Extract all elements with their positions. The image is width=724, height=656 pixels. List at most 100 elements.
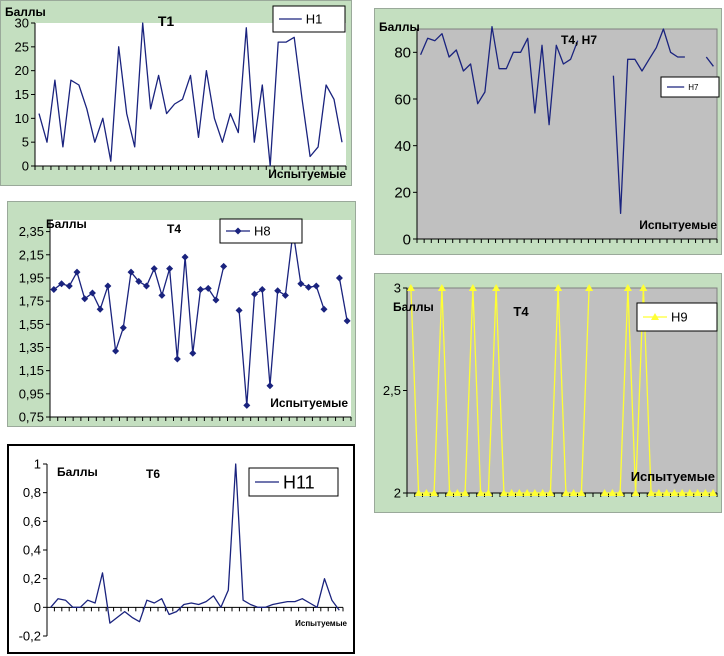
y-tick-label: 30 xyxy=(15,16,29,31)
plot-area xyxy=(35,23,346,166)
data-point xyxy=(476,489,485,496)
data-point xyxy=(639,284,648,291)
data-point xyxy=(546,489,555,496)
y-tick-label: 0 xyxy=(403,231,411,248)
y-tick-label: 1,95 xyxy=(19,270,44,285)
data-point xyxy=(507,489,516,496)
y-axis-title: Баллы xyxy=(379,20,420,34)
data-point xyxy=(88,289,96,297)
data-point xyxy=(142,282,150,290)
y-tick-label: 0,4 xyxy=(23,543,41,558)
y-tick-label: 60 xyxy=(394,91,411,108)
legend-label: Н11 xyxy=(283,472,315,492)
y-tick-label: 0,75 xyxy=(19,410,44,425)
data-point xyxy=(685,489,694,496)
data-point xyxy=(150,265,158,273)
series-line xyxy=(612,28,685,214)
y-tick-label: 1,55 xyxy=(19,317,44,332)
y-tick-label: 3 xyxy=(394,281,401,296)
data-point xyxy=(515,489,524,496)
data-point xyxy=(58,280,66,288)
legend-label: Н7 xyxy=(688,83,699,92)
y-tick-label: 2,15 xyxy=(19,247,44,262)
data-point xyxy=(166,265,174,273)
data-point xyxy=(158,291,166,299)
series-line xyxy=(410,287,590,494)
chart-title: T4 xyxy=(513,304,529,319)
x-axis-title: Испытуемые xyxy=(639,218,717,232)
data-point xyxy=(616,489,625,496)
data-point xyxy=(73,268,81,276)
data-point xyxy=(112,347,120,355)
data-point xyxy=(65,282,73,290)
series-line xyxy=(420,26,579,126)
series-0 xyxy=(406,284,718,496)
y-tick-label: 0,6 xyxy=(23,514,41,529)
data-point xyxy=(197,286,204,294)
chart-title: T4 xyxy=(167,222,181,236)
x-axis-title: Испытуемые xyxy=(295,619,347,628)
data-point xyxy=(297,280,305,288)
x-axis-title: Испытуемые xyxy=(631,469,715,484)
data-point xyxy=(96,305,104,313)
y-tick-label: 10 xyxy=(15,111,29,126)
data-point xyxy=(305,283,313,291)
chart-panel-t4-h8: 0,75 0,95 1,15 1,35 1,55 1,75 1,95 2,15 2,35 Балл… xyxy=(7,201,356,427)
y-tick-label: 2,5 xyxy=(383,383,401,398)
chart-svg: 2 2,5 3 Баллы T4 Испытуемые Н9 xyxy=(383,281,718,501)
series-0 xyxy=(50,228,351,409)
data-point xyxy=(693,489,702,496)
y-tick-label: 1,35 xyxy=(19,340,44,355)
data-point xyxy=(468,284,477,291)
data-point xyxy=(430,489,439,496)
legend: Н1 xyxy=(272,5,346,33)
data-point xyxy=(119,324,127,332)
chart-svg: 0 20 40 60 80 Баллы T4, Н7 Испытуемые Н7 xyxy=(379,20,720,248)
y-tick-label: 0,95 xyxy=(19,386,44,401)
data-point xyxy=(266,382,274,390)
data-point xyxy=(554,284,563,291)
plot-area xyxy=(416,28,718,240)
data-point xyxy=(127,268,135,276)
data-point xyxy=(670,489,679,496)
data-point xyxy=(662,489,671,496)
data-point xyxy=(585,284,594,291)
data-point xyxy=(623,284,632,291)
data-point xyxy=(492,284,501,291)
series-line xyxy=(38,22,343,167)
y-axis-title: Баллы xyxy=(393,300,434,314)
x-axis-title: Испытуемые xyxy=(270,396,348,410)
y-tick-label: 0,8 xyxy=(23,485,41,500)
data-point xyxy=(312,282,320,290)
data-point xyxy=(499,489,508,496)
x-axis-title: Испытуемые xyxy=(268,167,346,181)
legend: Н9 xyxy=(636,302,718,332)
y-tick-label: -0,2 xyxy=(19,629,41,644)
y-tick-label: 1 xyxy=(34,457,41,472)
data-point xyxy=(654,489,663,496)
chart-panel-t6-h11: -0,2 0 0,2 0,4 0,6 0,8 1 Баллы T6 Испытуемые Н11 xyxy=(7,444,355,654)
y-tick-label: 20 xyxy=(15,63,29,78)
data-point xyxy=(414,489,423,496)
y-tick-label: 40 xyxy=(394,138,411,155)
data-point xyxy=(281,291,289,299)
data-point xyxy=(343,317,351,325)
series-line xyxy=(50,463,340,624)
data-point xyxy=(274,287,282,295)
legend: Н8 xyxy=(219,218,303,244)
data-point xyxy=(258,286,266,294)
legend-label: Н8 xyxy=(254,224,271,239)
legend-marker xyxy=(651,313,659,320)
plot-area xyxy=(50,220,351,417)
data-point xyxy=(678,489,687,496)
data-point xyxy=(104,282,112,290)
chart-svg: -0,2 0 0,2 0,4 0,6 0,8 1 Баллы T6 Испытуемые Н11 xyxy=(19,457,348,644)
chart-panel-t1: 0 5 10 15 20 25 30 Баллы T1 Испытуемые Н1 xyxy=(0,0,352,186)
data-point xyxy=(212,296,220,304)
chart-title: T4, Н7 xyxy=(561,33,597,47)
data-point xyxy=(251,290,259,298)
y-tick-label: 0,2 xyxy=(23,571,41,586)
data-point xyxy=(538,489,547,496)
data-point xyxy=(173,355,181,363)
